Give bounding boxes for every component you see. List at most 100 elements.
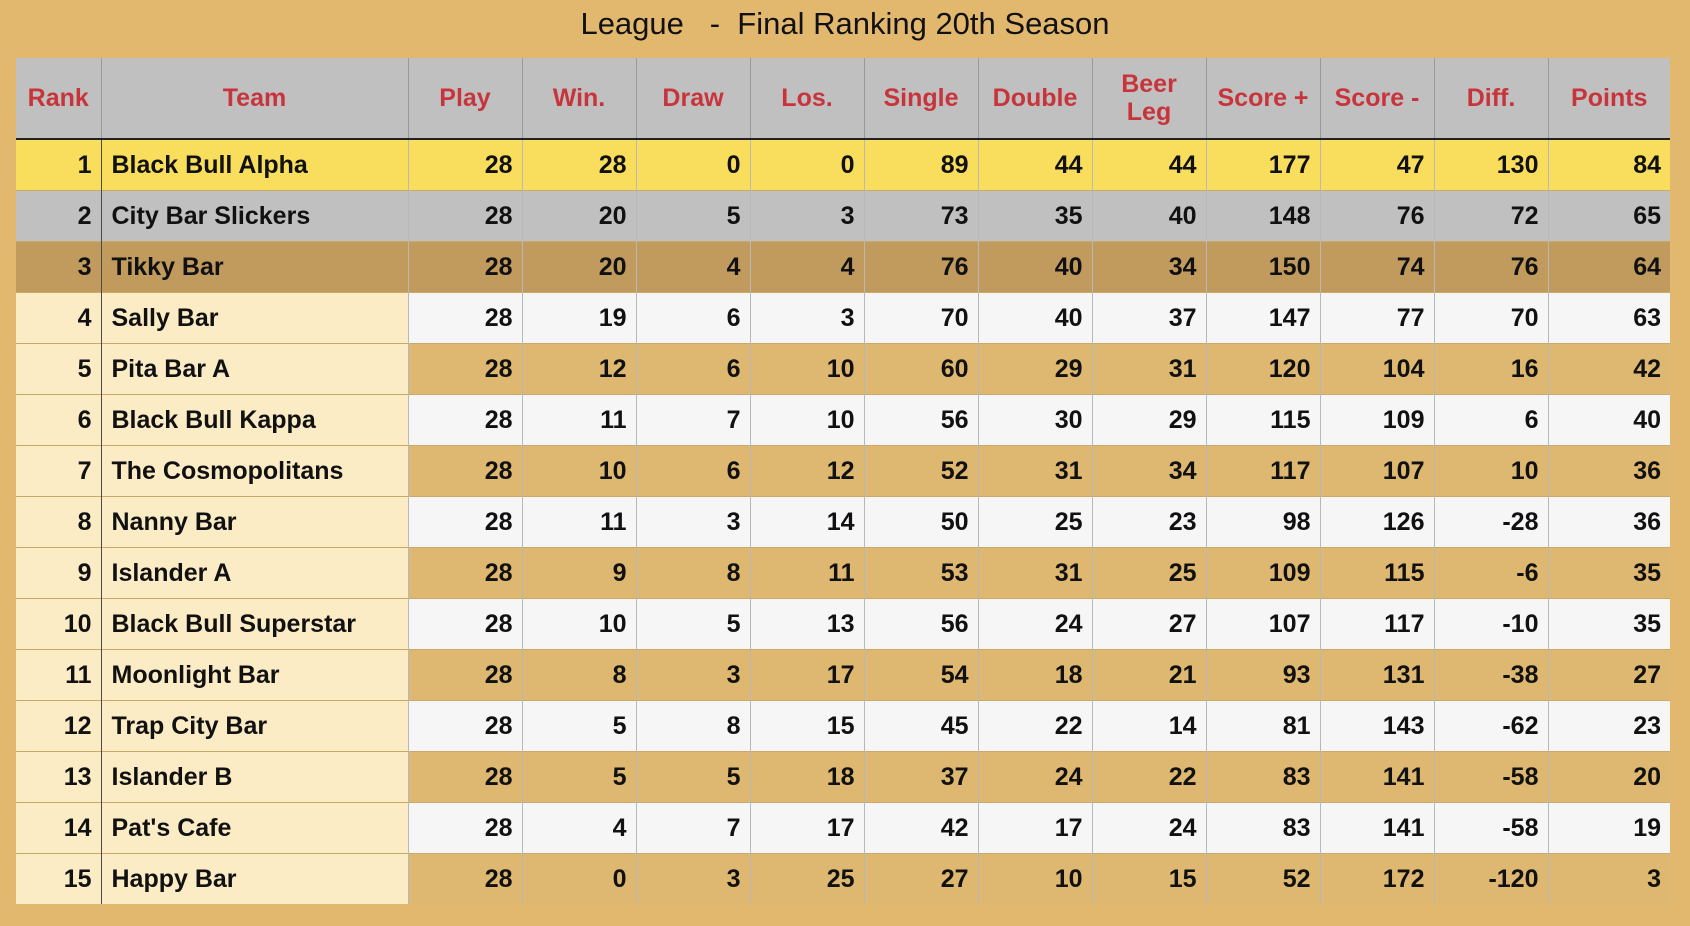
cell-draw: 5	[636, 598, 751, 650]
cell-rank: 15	[16, 853, 102, 904]
cell-score-plus: 115	[1206, 394, 1321, 446]
cell-score-minus: 131	[1320, 649, 1435, 701]
cell-win: 9	[522, 547, 637, 599]
table-row: 11 Moonlight Bar 28 8 3 17 54 18 21 93 131 -38 27	[16, 649, 1670, 701]
column-header-diff: Diff.	[1434, 58, 1549, 139]
cell-score-minus: 47	[1320, 138, 1435, 191]
cell-single: 45	[864, 700, 979, 752]
cell-rank: 7	[16, 445, 102, 497]
cell-points: 3	[1548, 853, 1670, 904]
cell-loss: 18	[750, 751, 865, 803]
cell-draw: 8	[636, 547, 751, 599]
cell-loss: 3	[750, 292, 865, 344]
cell-diff: -6	[1434, 547, 1549, 599]
cell-team: Moonlight Bar	[101, 649, 409, 701]
column-header-single: Single	[864, 58, 979, 139]
cell-score-plus: 117	[1206, 445, 1321, 497]
cell-loss: 25	[750, 853, 865, 904]
cell-single: 27	[864, 853, 979, 904]
cell-rank: 11	[16, 649, 102, 701]
cell-points: 35	[1548, 547, 1670, 599]
cell-beer-leg: 34	[1092, 445, 1207, 497]
column-header-win: Win.	[522, 58, 637, 139]
cell-loss: 15	[750, 700, 865, 752]
cell-team: Black Bull Alpha	[101, 138, 409, 191]
cell-diff: 16	[1434, 343, 1549, 395]
cell-win: 8	[522, 649, 637, 701]
cell-score-minus: 141	[1320, 802, 1435, 854]
cell-draw: 6	[636, 445, 751, 497]
cell-loss: 14	[750, 496, 865, 548]
cell-draw: 3	[636, 496, 751, 548]
cell-draw: 5	[636, 190, 751, 242]
cell-beer-leg: 23	[1092, 496, 1207, 548]
cell-rank: 13	[16, 751, 102, 803]
cell-team: City Bar Slickers	[101, 190, 409, 242]
cell-diff: -58	[1434, 751, 1549, 803]
cell-draw: 5	[636, 751, 751, 803]
table-body: 1 Black Bull Alpha 28 28 0 0 89 44 44 177 47 130 84 2…	[16, 138, 1670, 904]
table-row: 9 Islander A 28 9 8 11 53 31 25 109 115 -6 35	[16, 547, 1670, 599]
cell-team: Happy Bar	[101, 853, 409, 904]
column-header-rank: Rank	[16, 58, 102, 139]
cell-double: 29	[978, 343, 1093, 395]
cell-play: 28	[408, 190, 523, 242]
cell-play: 28	[408, 496, 523, 548]
cell-loss: 3	[750, 190, 865, 242]
column-header-double: Double	[978, 58, 1093, 139]
cell-score-plus: 150	[1206, 241, 1321, 293]
cell-win: 5	[522, 751, 637, 803]
cell-draw: 0	[636, 138, 751, 191]
cell-single: 89	[864, 138, 979, 191]
cell-rank: 1	[16, 138, 102, 191]
cell-beer-leg: 27	[1092, 598, 1207, 650]
cell-score-plus: 81	[1206, 700, 1321, 752]
cell-double: 31	[978, 547, 1093, 599]
cell-double: 22	[978, 700, 1093, 752]
cell-points: 64	[1548, 241, 1670, 293]
cell-beer-leg: 21	[1092, 649, 1207, 701]
cell-loss: 12	[750, 445, 865, 497]
cell-single: 53	[864, 547, 979, 599]
cell-beer-leg: 25	[1092, 547, 1207, 599]
cell-win: 20	[522, 190, 637, 242]
cell-beer-leg: 40	[1092, 190, 1207, 242]
table-row: 4 Sally Bar 28 19 6 3 70 40 37 147 77 70 63	[16, 292, 1670, 344]
cell-diff: 6	[1434, 394, 1549, 446]
cell-single: 42	[864, 802, 979, 854]
cell-score-plus: 52	[1206, 853, 1321, 904]
cell-score-plus: 177	[1206, 138, 1321, 191]
cell-loss: 0	[750, 138, 865, 191]
cell-double: 24	[978, 598, 1093, 650]
cell-beer-leg: 24	[1092, 802, 1207, 854]
column-header-team: Team	[101, 58, 409, 139]
cell-score-minus: 126	[1320, 496, 1435, 548]
cell-diff: 76	[1434, 241, 1549, 293]
cell-score-minus: 77	[1320, 292, 1435, 344]
cell-points: 35	[1548, 598, 1670, 650]
cell-team: The Cosmopolitans	[101, 445, 409, 497]
cell-diff: 10	[1434, 445, 1549, 497]
cell-play: 28	[408, 853, 523, 904]
cell-loss: 17	[750, 649, 865, 701]
cell-score-plus: 107	[1206, 598, 1321, 650]
cell-score-minus: 172	[1320, 853, 1435, 904]
cell-points: 23	[1548, 700, 1670, 752]
cell-play: 28	[408, 343, 523, 395]
cell-team: Black Bull Kappa	[101, 394, 409, 446]
column-header-draw: Draw	[636, 58, 751, 139]
cell-team: Pat's Cafe	[101, 802, 409, 854]
cell-beer-leg: 15	[1092, 853, 1207, 904]
cell-team: Pita Bar A	[101, 343, 409, 395]
cell-double: 24	[978, 751, 1093, 803]
cell-rank: 12	[16, 700, 102, 752]
table-row: 10 Black Bull Superstar 28 10 5 13 56 24 27 107 11…	[16, 598, 1670, 650]
cell-play: 28	[408, 751, 523, 803]
cell-play: 28	[408, 547, 523, 599]
cell-play: 28	[408, 292, 523, 344]
cell-diff: -28	[1434, 496, 1549, 548]
cell-double: 40	[978, 241, 1093, 293]
cell-draw: 6	[636, 343, 751, 395]
cell-points: 42	[1548, 343, 1670, 395]
cell-win: 11	[522, 394, 637, 446]
